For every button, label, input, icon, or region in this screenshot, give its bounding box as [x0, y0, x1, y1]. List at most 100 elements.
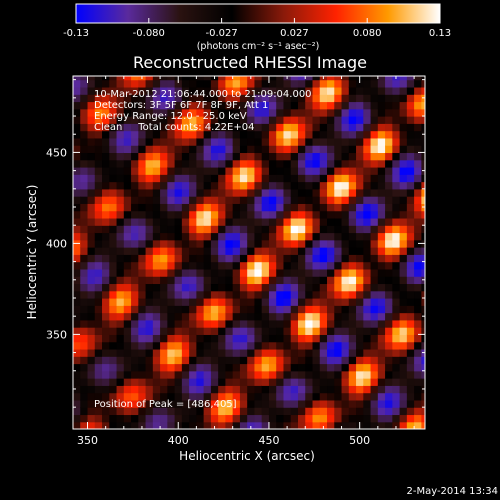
- heatmap-cell: [341, 101, 350, 110]
- heatmap-cell: [239, 116, 248, 124]
- y-tick-label: 350: [46, 328, 67, 341]
- heatmap-cell: [290, 145, 299, 154]
- heatmap-cell: [348, 392, 357, 401]
- heatmap-cell: [160, 225, 168, 234]
- heatmap-cell: [203, 290, 212, 299]
- heatmap-cell: [348, 188, 357, 197]
- heatmap-cell: [392, 239, 401, 248]
- heatmap-cell: [210, 305, 219, 314]
- heatmap-cell: [268, 370, 277, 379]
- heatmap-cell: [116, 356, 125, 365]
- heatmap-cell: [94, 152, 103, 161]
- heatmap-cell: [341, 407, 350, 416]
- heatmap-cell: [94, 283, 103, 292]
- heatmap-cell: [341, 348, 350, 357]
- heatmap-cell: [268, 130, 277, 139]
- heatmap-cell: [327, 239, 335, 248]
- heatmap-cell: [196, 334, 205, 343]
- heatmap-cell: [334, 196, 343, 204]
- heatmap-cell: [167, 341, 176, 350]
- heatmap-cell: [261, 210, 270, 219]
- heatmap-cell: [363, 378, 372, 386]
- heatmap-cell: [232, 101, 241, 110]
- heatmap-cell: [377, 254, 386, 263]
- heatmap-cell: [385, 319, 393, 328]
- heatmap-cell: [276, 174, 285, 183]
- heatmap-cell: [341, 203, 350, 212]
- heatmap-cell: [319, 108, 328, 117]
- heatmap-cell: [377, 414, 386, 423]
- heatmap-cell: [247, 385, 256, 394]
- heatmap-cell: [73, 421, 81, 429]
- heatmap-cell: [145, 276, 154, 285]
- heatmap-cell: [312, 239, 321, 248]
- heatmap-cell: [160, 370, 168, 379]
- heatmap-cell: [225, 378, 234, 386]
- heatmap-cell: [189, 232, 197, 241]
- heatmap-cell: [312, 101, 321, 110]
- heatmap-cell: [385, 392, 393, 401]
- heatmap-cell: [218, 232, 227, 241]
- heatmap-cell: [341, 166, 350, 175]
- heatmap-cell: [290, 225, 299, 234]
- heatmap-cell: [181, 297, 190, 306]
- heatmap-cell: [225, 290, 234, 299]
- heatmap-cell: [348, 152, 357, 161]
- heatmap-cell: [239, 203, 248, 212]
- heatmap-cell: [181, 137, 190, 146]
- heatmap-cell: [297, 305, 306, 314]
- heatmap-cell: [276, 334, 285, 343]
- heatmap-cell: [297, 290, 306, 299]
- heatmap-cell: [348, 348, 357, 357]
- heatmap-cell: [268, 203, 277, 212]
- heatmap-cell: [218, 159, 227, 168]
- heatmap-cell: [312, 145, 321, 154]
- heatmap-cell: [152, 145, 161, 154]
- heatmap-cell: [268, 181, 277, 190]
- heatmap-cell: [210, 94, 219, 103]
- heatmap-cell: [80, 196, 89, 204]
- heatmap-cell: [414, 130, 422, 139]
- heatmap-cell: [232, 130, 241, 139]
- heatmap-cell: [152, 399, 161, 408]
- heatmap-cell: [341, 290, 350, 299]
- heatmap-cell: [80, 268, 89, 277]
- heatmap-cell: [377, 79, 386, 88]
- heatmap-cell: [239, 392, 248, 401]
- heatmap-cell: [414, 123, 422, 132]
- heatmap-cell: [392, 319, 401, 328]
- heatmap-cell: [341, 414, 350, 423]
- heatmap-cell: [152, 232, 161, 241]
- heatmap-cell: [341, 130, 350, 139]
- heatmap-cell: [334, 116, 343, 124]
- heatmap-cell: [189, 137, 197, 146]
- heatmap-cell: [327, 130, 335, 139]
- heatmap-cell: [348, 210, 357, 219]
- heatmap-cell: [80, 101, 89, 110]
- heatmap-cell: [377, 181, 386, 190]
- heatmap-cell: [377, 123, 386, 132]
- heatmap-cell: [225, 363, 234, 372]
- heatmap-cell: [232, 261, 241, 270]
- heatmap-cell: [174, 268, 183, 277]
- heatmap-cell: [218, 188, 227, 197]
- heatmap-cell: [406, 305, 415, 314]
- heatmap-cell: [203, 414, 212, 423]
- heatmap-cell: [406, 239, 415, 248]
- heatmap-cell: [116, 414, 125, 423]
- heatmap-cell: [210, 268, 219, 277]
- colorbar-tick-label: 0.13: [429, 28, 451, 39]
- heatmap-cell: [131, 276, 139, 285]
- heatmap-cell: [218, 196, 227, 204]
- heatmap-cell: [319, 348, 328, 357]
- heatmap-cell: [290, 385, 299, 394]
- heatmap-cell: [370, 145, 379, 154]
- heatmap-cell: [218, 276, 227, 285]
- heatmap-cell: [363, 108, 372, 117]
- heatmap-cell: [102, 348, 110, 357]
- heatmap-cell: [225, 130, 234, 139]
- heatmap-cell: [247, 225, 256, 234]
- heatmap-cell: [109, 407, 118, 416]
- heatmap-cell: [167, 247, 176, 255]
- heatmap-cell: [421, 268, 425, 277]
